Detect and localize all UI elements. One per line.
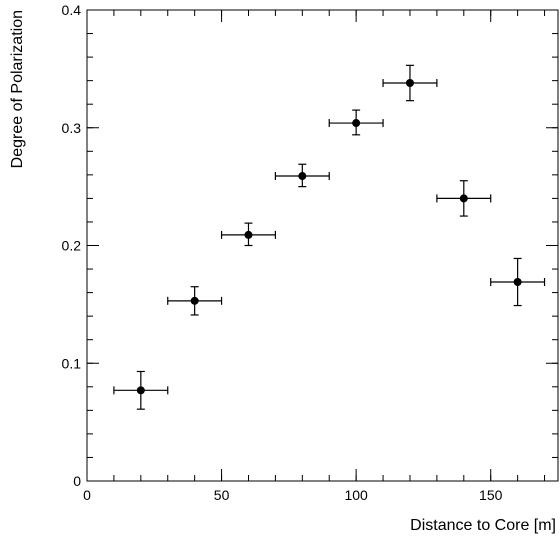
- data-marker: [405, 79, 414, 88]
- x-axis-ticks: [86, 10, 546, 481]
- y-tick-label: 0.4: [62, 2, 82, 18]
- x-tick-label: 0: [83, 487, 91, 503]
- data-marker: [459, 194, 468, 203]
- data-point: [490, 257, 546, 307]
- y-tick-label: 0.1: [62, 355, 82, 371]
- data-point: [113, 370, 169, 410]
- data-marker: [244, 230, 253, 239]
- x-tick-label: 50: [214, 487, 230, 503]
- data-marker: [136, 386, 145, 395]
- x-axis-label: Distance to Core [m]: [410, 517, 556, 534]
- data-point: [436, 180, 492, 217]
- x-tick-label: 100: [344, 487, 368, 503]
- y-tick-label: 0.2: [62, 238, 82, 254]
- data-point: [167, 286, 223, 316]
- data-point: [328, 109, 384, 136]
- y-axis-ticks: [87, 9, 558, 482]
- data-point: [382, 64, 438, 102]
- data-point: [220, 222, 276, 247]
- y-axis-label: Degree of Polarization: [9, 10, 26, 168]
- data-point: [274, 163, 330, 188]
- x-tick-label: 150: [479, 487, 503, 503]
- plot-frame: [86, 9, 559, 482]
- data-marker: [513, 278, 522, 287]
- data-marker: [190, 296, 199, 305]
- data-points: [113, 64, 546, 410]
- y-axis-tick-labels: 0 0.1 0.2 0.3 0.4: [62, 2, 82, 489]
- y-tick-label: 0.3: [62, 120, 82, 136]
- data-marker: [352, 119, 361, 128]
- x-axis-tick-labels: 0 50 100 150: [83, 487, 503, 503]
- y-tick-label: 0: [73, 473, 81, 489]
- data-marker: [298, 172, 307, 181]
